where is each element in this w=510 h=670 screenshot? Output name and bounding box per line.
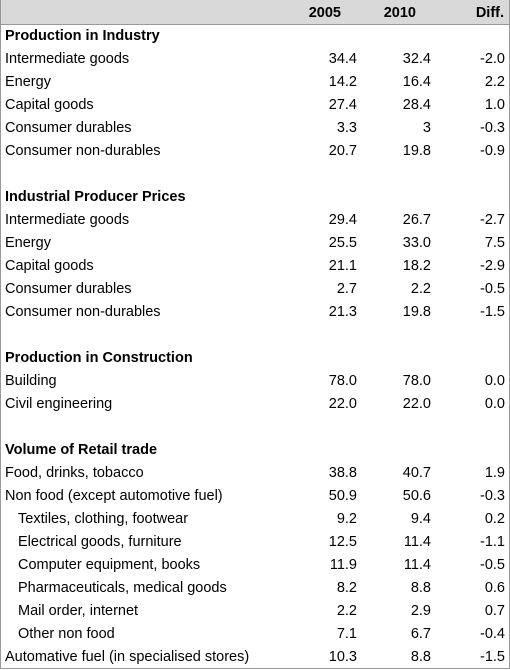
cell-value: -0.9 xyxy=(480,143,505,159)
cell-value: 29.4 xyxy=(328,212,357,228)
row-label: Computer equipment, books xyxy=(18,557,201,573)
cell-value: 8.8 xyxy=(410,580,431,596)
cell-value: 2.9 xyxy=(410,603,431,619)
cell-value: 40.7 xyxy=(402,465,431,481)
section-title: Production in Construction xyxy=(5,350,193,366)
cell-value: -0.3 xyxy=(480,488,505,504)
cell-value: 34.4 xyxy=(328,51,357,67)
row-label: Mail order, internet xyxy=(18,603,139,619)
row-label: Food, drinks, tobacco xyxy=(5,465,144,481)
cell-value: -0.5 xyxy=(480,281,505,297)
cell-value: 50.9 xyxy=(328,488,357,504)
cell-value: 19.8 xyxy=(402,143,431,159)
row-label: Consumer non-durables xyxy=(5,304,161,320)
row-label: Energy xyxy=(5,235,51,251)
cell-value: 11.4 xyxy=(403,557,431,573)
cell-value: 0.0 xyxy=(484,373,505,389)
cell-value: 26.7 xyxy=(402,212,431,228)
cell-value: 2.2 xyxy=(410,281,431,297)
cell-value: 22.0 xyxy=(402,396,431,412)
cell-value: 2.2 xyxy=(336,603,357,619)
cell-value: 6.7 xyxy=(410,626,431,642)
cell-value: -2.9 xyxy=(480,258,505,274)
row-label: Non food (except automotive fuel) xyxy=(5,488,223,504)
cell-value: 12.5 xyxy=(328,534,357,550)
cell-value: 0.6 xyxy=(484,580,505,596)
cell-value: 78.0 xyxy=(402,373,431,389)
row-label: Electrical goods, furniture xyxy=(18,534,182,550)
cell-value: 78.0 xyxy=(328,373,357,389)
row-label: Pharmaceuticals, medical goods xyxy=(18,580,227,596)
section-title: Production in Industry xyxy=(5,28,160,44)
row-label: Capital goods xyxy=(5,258,94,274)
cell-value: 8.8 xyxy=(410,649,431,665)
cell-value: 11.4 xyxy=(403,534,431,550)
row-label: Energy xyxy=(5,74,51,90)
cell-value: 33.0 xyxy=(402,235,431,251)
cell-value: -0.5 xyxy=(480,557,505,573)
cell-value: 2.7 xyxy=(336,281,357,297)
cell-value: 38.8 xyxy=(328,465,357,481)
row-label: Intermediate goods xyxy=(5,51,130,67)
cell-value: 7.5 xyxy=(484,235,505,251)
row-label: Building xyxy=(5,373,57,389)
cell-value: 2.2 xyxy=(484,74,505,90)
cell-value: 25.5 xyxy=(328,235,357,251)
cell-value: 9.4 xyxy=(410,511,431,527)
cell-value: -1.5 xyxy=(480,304,505,320)
row-label: Intermediate goods xyxy=(5,212,130,228)
cell-value: 11.9 xyxy=(329,557,357,573)
cell-value: 9.2 xyxy=(336,511,357,527)
cell-value: -1.1 xyxy=(480,534,505,550)
cell-value: 16.4 xyxy=(402,74,431,90)
cell-value: 14.2 xyxy=(328,74,357,90)
column-header: 2010 xyxy=(383,5,416,21)
cell-value: 7.1 xyxy=(336,626,357,642)
cell-value: 19.8 xyxy=(402,304,431,320)
section-title: Volume of Retail trade xyxy=(5,442,158,458)
cell-value: -0.4 xyxy=(480,626,505,642)
cell-value: 0.0 xyxy=(484,396,505,412)
cell-value: 50.6 xyxy=(402,488,431,504)
cell-value: 0.2 xyxy=(484,511,505,527)
cell-value: 1.0 xyxy=(484,97,505,113)
cell-value: 21.1 xyxy=(328,258,357,274)
cell-value: -0.3 xyxy=(480,120,505,136)
row-label: Capital goods xyxy=(5,97,94,113)
row-label: Consumer durables xyxy=(5,281,132,297)
cell-value: 0.7 xyxy=(484,603,505,619)
cell-value: 22.0 xyxy=(328,396,357,412)
column-header: Diff. xyxy=(475,5,504,21)
cell-value: 3.3 xyxy=(336,120,357,136)
cell-value: 21.3 xyxy=(328,304,357,320)
row-label: Consumer durables xyxy=(5,120,132,136)
cell-value: -2.7 xyxy=(480,212,505,228)
cell-value: 1.9 xyxy=(484,465,505,481)
cell-value: 28.4 xyxy=(402,97,431,113)
cell-value: 10.3 xyxy=(328,649,357,665)
section-title: Industrial Producer Prices xyxy=(5,189,186,205)
cell-value: 18.2 xyxy=(402,258,431,274)
header-background xyxy=(0,0,510,25)
cell-value: 27.4 xyxy=(328,97,357,113)
row-label: Civil engineering xyxy=(5,396,113,412)
row-label: Automative fuel (in specialised stores) xyxy=(5,649,250,665)
cell-value: -2.0 xyxy=(480,51,505,67)
cell-value: -1.5 xyxy=(480,649,505,665)
row-label: Textiles, clothing, footwear xyxy=(18,511,189,527)
cell-value: 32.4 xyxy=(402,51,431,67)
cell-value: 20.7 xyxy=(328,143,357,159)
row-label: Other non food xyxy=(18,626,115,642)
cell-value: 8.2 xyxy=(336,580,357,596)
column-header: 2005 xyxy=(308,5,341,21)
cell-value: 3 xyxy=(422,120,431,136)
row-label: Consumer non-durables xyxy=(5,143,161,159)
